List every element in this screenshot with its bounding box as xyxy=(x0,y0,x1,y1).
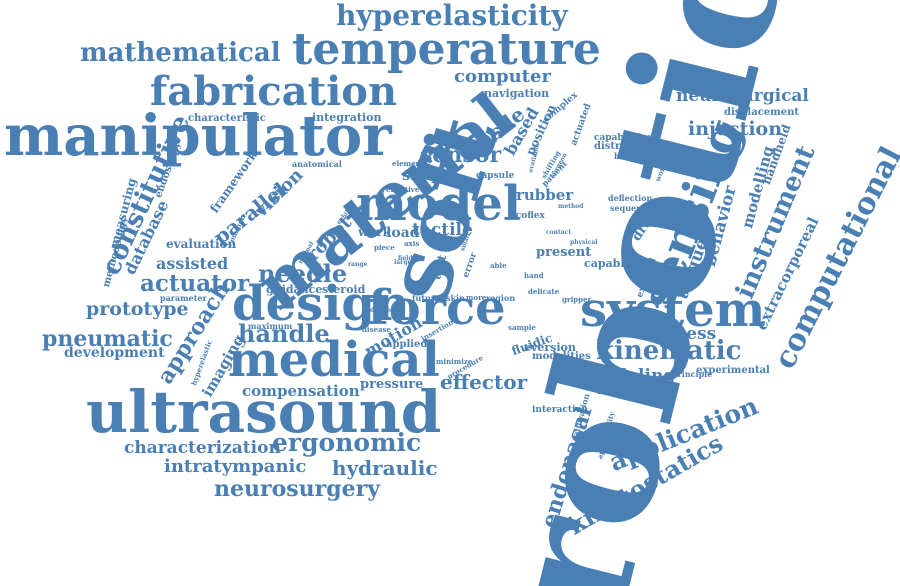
word-physical: physical xyxy=(570,239,598,246)
word-system: system xyxy=(580,282,766,338)
word-delicate: delicate xyxy=(528,287,560,296)
word-hand: hand xyxy=(524,271,544,280)
word-force: force xyxy=(368,280,506,336)
word-hyperelasticity: hyperelasticity xyxy=(336,0,568,32)
word-displacement: displacement xyxy=(724,107,799,118)
word-shape: shape xyxy=(402,166,452,184)
word-characterization: characterization xyxy=(124,438,281,458)
word-gripper: gripper xyxy=(562,295,592,304)
word-deflection: deflection xyxy=(608,193,653,203)
word-sensor: sensor xyxy=(420,142,502,168)
word-axis: axis xyxy=(404,239,420,248)
word-computer: computer xyxy=(454,66,551,87)
word-pressure: pressure xyxy=(360,377,424,392)
word-evaluation: evaluation xyxy=(166,237,237,251)
word-able: able xyxy=(490,261,507,270)
word-prototype: prototype xyxy=(86,298,189,320)
word-injection: injection xyxy=(688,118,783,140)
word-modeling: modeling xyxy=(586,366,676,386)
word-development: development xyxy=(64,345,165,361)
word-steroid: steroid xyxy=(322,283,366,296)
word-ultrasound: ultrasound xyxy=(86,378,442,446)
word-actuator: actuator xyxy=(140,270,250,297)
word-applied: applied xyxy=(386,339,428,350)
word-rubber: rubber xyxy=(516,186,574,204)
word-eversion: eversion xyxy=(524,341,576,354)
word-kinematic: kinematic xyxy=(596,336,742,366)
word-mathematical: mathematical xyxy=(80,38,281,68)
word-effective: effective xyxy=(386,185,420,194)
word-region: region xyxy=(486,293,516,303)
word-handle: handle xyxy=(238,319,330,348)
word-neurosurgical: neurosurgical xyxy=(676,86,809,106)
word-large: large xyxy=(394,259,412,266)
word-integration: integration xyxy=(312,111,382,124)
word-orientation: orientation xyxy=(596,387,653,397)
word-needle: needle xyxy=(258,259,348,288)
word-neurosurgery: neurosurgery xyxy=(214,476,380,502)
word-model: model xyxy=(356,176,522,232)
word-derive: derive xyxy=(370,307,391,314)
word-capsule: capsule xyxy=(476,171,515,181)
word-design: design xyxy=(232,276,410,332)
word-hardware: hardware xyxy=(614,151,657,161)
word-pneumatic: pneumatic xyxy=(42,326,173,352)
word-tactile: tactile xyxy=(412,220,473,240)
word-hydraulic: hydraulic xyxy=(332,456,438,480)
word-manipulator: manipulator xyxy=(4,103,392,169)
word-fabrication: fabrication xyxy=(150,68,398,115)
word-maximum: maximum xyxy=(248,321,293,331)
word-load: load xyxy=(386,225,420,241)
word-method: method xyxy=(558,203,584,210)
word-minimize: minimize xyxy=(436,357,473,366)
word-parameter: parameter xyxy=(160,293,207,303)
word-interaction: interaction xyxy=(532,405,589,415)
word-compensation: compensation xyxy=(242,382,360,400)
word-more: more xyxy=(466,293,487,302)
word-future: future xyxy=(412,293,441,303)
word-range: range xyxy=(348,261,368,268)
word-skin: skin xyxy=(446,293,465,303)
word-experimental: experimental xyxy=(696,365,770,376)
word-assisted: assisted xyxy=(156,254,229,273)
word-principle: principle xyxy=(672,369,713,379)
word-contact: contact xyxy=(546,229,572,236)
word-piece: piece xyxy=(374,243,395,252)
word-ecoflex: ecoflex xyxy=(510,211,545,221)
word-disease: disease xyxy=(362,325,391,334)
word-field: field xyxy=(398,255,413,262)
word-navigation: navigation xyxy=(484,87,550,100)
word-ergonomic: ergonomic xyxy=(272,428,422,457)
word-sequence: sequence xyxy=(610,203,652,213)
word-work: work xyxy=(358,225,391,239)
word-element: element xyxy=(392,159,424,168)
word-characteristic: characteristic xyxy=(188,113,266,124)
word-guidance: guidance xyxy=(266,283,323,296)
word-anatomical: anatomical xyxy=(292,159,342,169)
word-modalities: modalities xyxy=(532,351,591,362)
word-medical: medical xyxy=(228,332,440,388)
word-distributed: distributed xyxy=(594,141,657,152)
word-capable: capable xyxy=(584,257,632,270)
word-temperature: temperature xyxy=(292,24,601,75)
word-effector: effector xyxy=(440,370,528,394)
word-stiffness: stiffness xyxy=(636,324,717,344)
word-capabilities: capabilities xyxy=(594,133,653,143)
word-present: present xyxy=(536,245,592,260)
word-intratympanic: intratympanic xyxy=(164,456,307,477)
word-sample: sample xyxy=(508,323,536,332)
